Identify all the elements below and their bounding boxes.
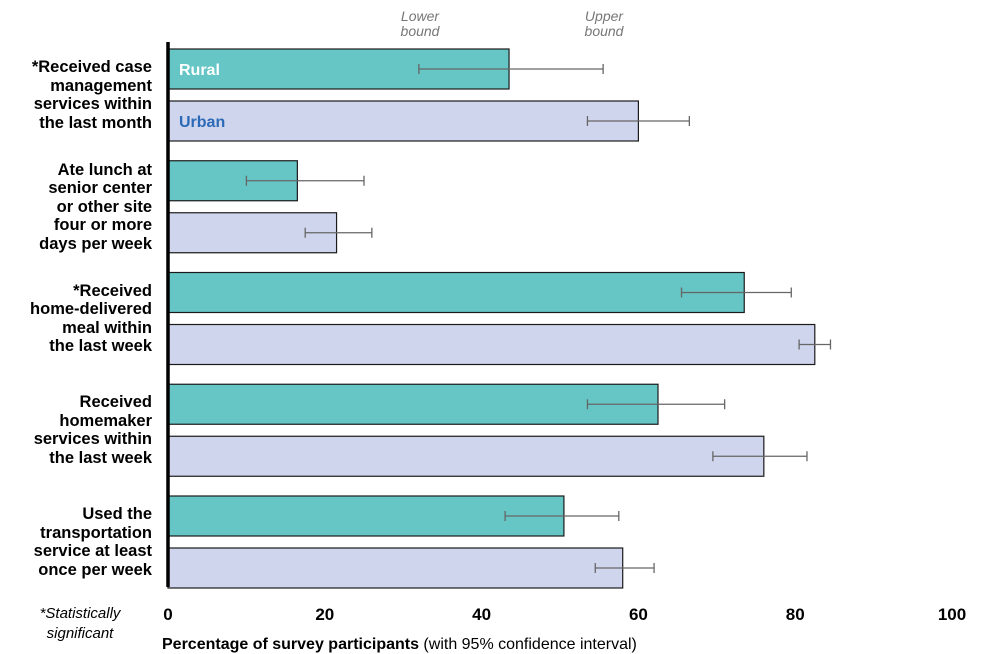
- category-label-line: home-delivered: [30, 300, 152, 318]
- x-tick-label: 60: [629, 605, 648, 624]
- category-label-line: services within: [33, 430, 152, 449]
- bar-rural: [167, 495, 565, 537]
- legend-rural: Rural: [179, 62, 220, 79]
- bar-rural: [167, 383, 659, 425]
- category-label: Used the transportation service at least on…: [0, 505, 152, 579]
- x-tick-label: 20: [315, 605, 334, 624]
- bar-rural: [167, 271, 745, 314]
- category-label-line: homemaker: [59, 411, 152, 430]
- legend-urban: Urban: [179, 114, 225, 131]
- bar-urban: [167, 547, 624, 589]
- category-label-line: services within: [33, 95, 152, 113]
- category-label-line: days per week: [39, 234, 152, 253]
- category-label-line: senior center: [48, 179, 152, 197]
- category-label: *Received case management services within t…: [0, 58, 152, 132]
- category-label-line: once per week: [38, 560, 152, 579]
- x-tick-label: 0: [163, 605, 172, 624]
- footnote: *Statistically significant: [39, 605, 121, 642]
- category-label-line: management: [50, 76, 152, 95]
- bar-urban: [167, 100, 639, 142]
- category-label-line: *Received case: [31, 58, 152, 76]
- category-label-line: meal within: [62, 318, 152, 337]
- category-label-line: or other site: [56, 197, 152, 216]
- x-axis-label: Percentage of survey participants (with …: [162, 636, 637, 654]
- category-label-line: Ate lunch at: [57, 160, 152, 179]
- x-tick-label: 80: [786, 605, 805, 624]
- category-label-line: *Received: [73, 281, 152, 300]
- bar-urban: [167, 323, 816, 366]
- x-axis-label-rest: (with 95% confidence interval): [418, 636, 637, 653]
- category-label-line: service at least: [33, 542, 152, 560]
- category-label-line: the last week: [49, 337, 152, 355]
- x-tick-label: 40: [472, 605, 491, 624]
- category-label-line: four or more: [53, 216, 152, 234]
- category-label: *Received home-delivered meal within the la…: [0, 282, 152, 356]
- category-label-line: transportation: [40, 523, 152, 542]
- category-label-line: Used the: [82, 505, 152, 523]
- bar-urban: [167, 435, 765, 477]
- lower-bound-label: Lower bound: [400, 8, 440, 39]
- category-label-line: the last week: [49, 448, 152, 467]
- x-axis-label-bold: Percentage of survey participants: [162, 636, 419, 653]
- category-label-line: Received: [79, 393, 152, 412]
- category-label-line: the last month: [39, 113, 152, 132]
- upper-bound-label: Upper bound: [584, 8, 624, 39]
- category-label: Ate lunch at senior center or other site fo…: [0, 161, 152, 254]
- category-label: Received homemaker services within the last…: [0, 393, 152, 467]
- x-tick-label: 100: [938, 605, 966, 624]
